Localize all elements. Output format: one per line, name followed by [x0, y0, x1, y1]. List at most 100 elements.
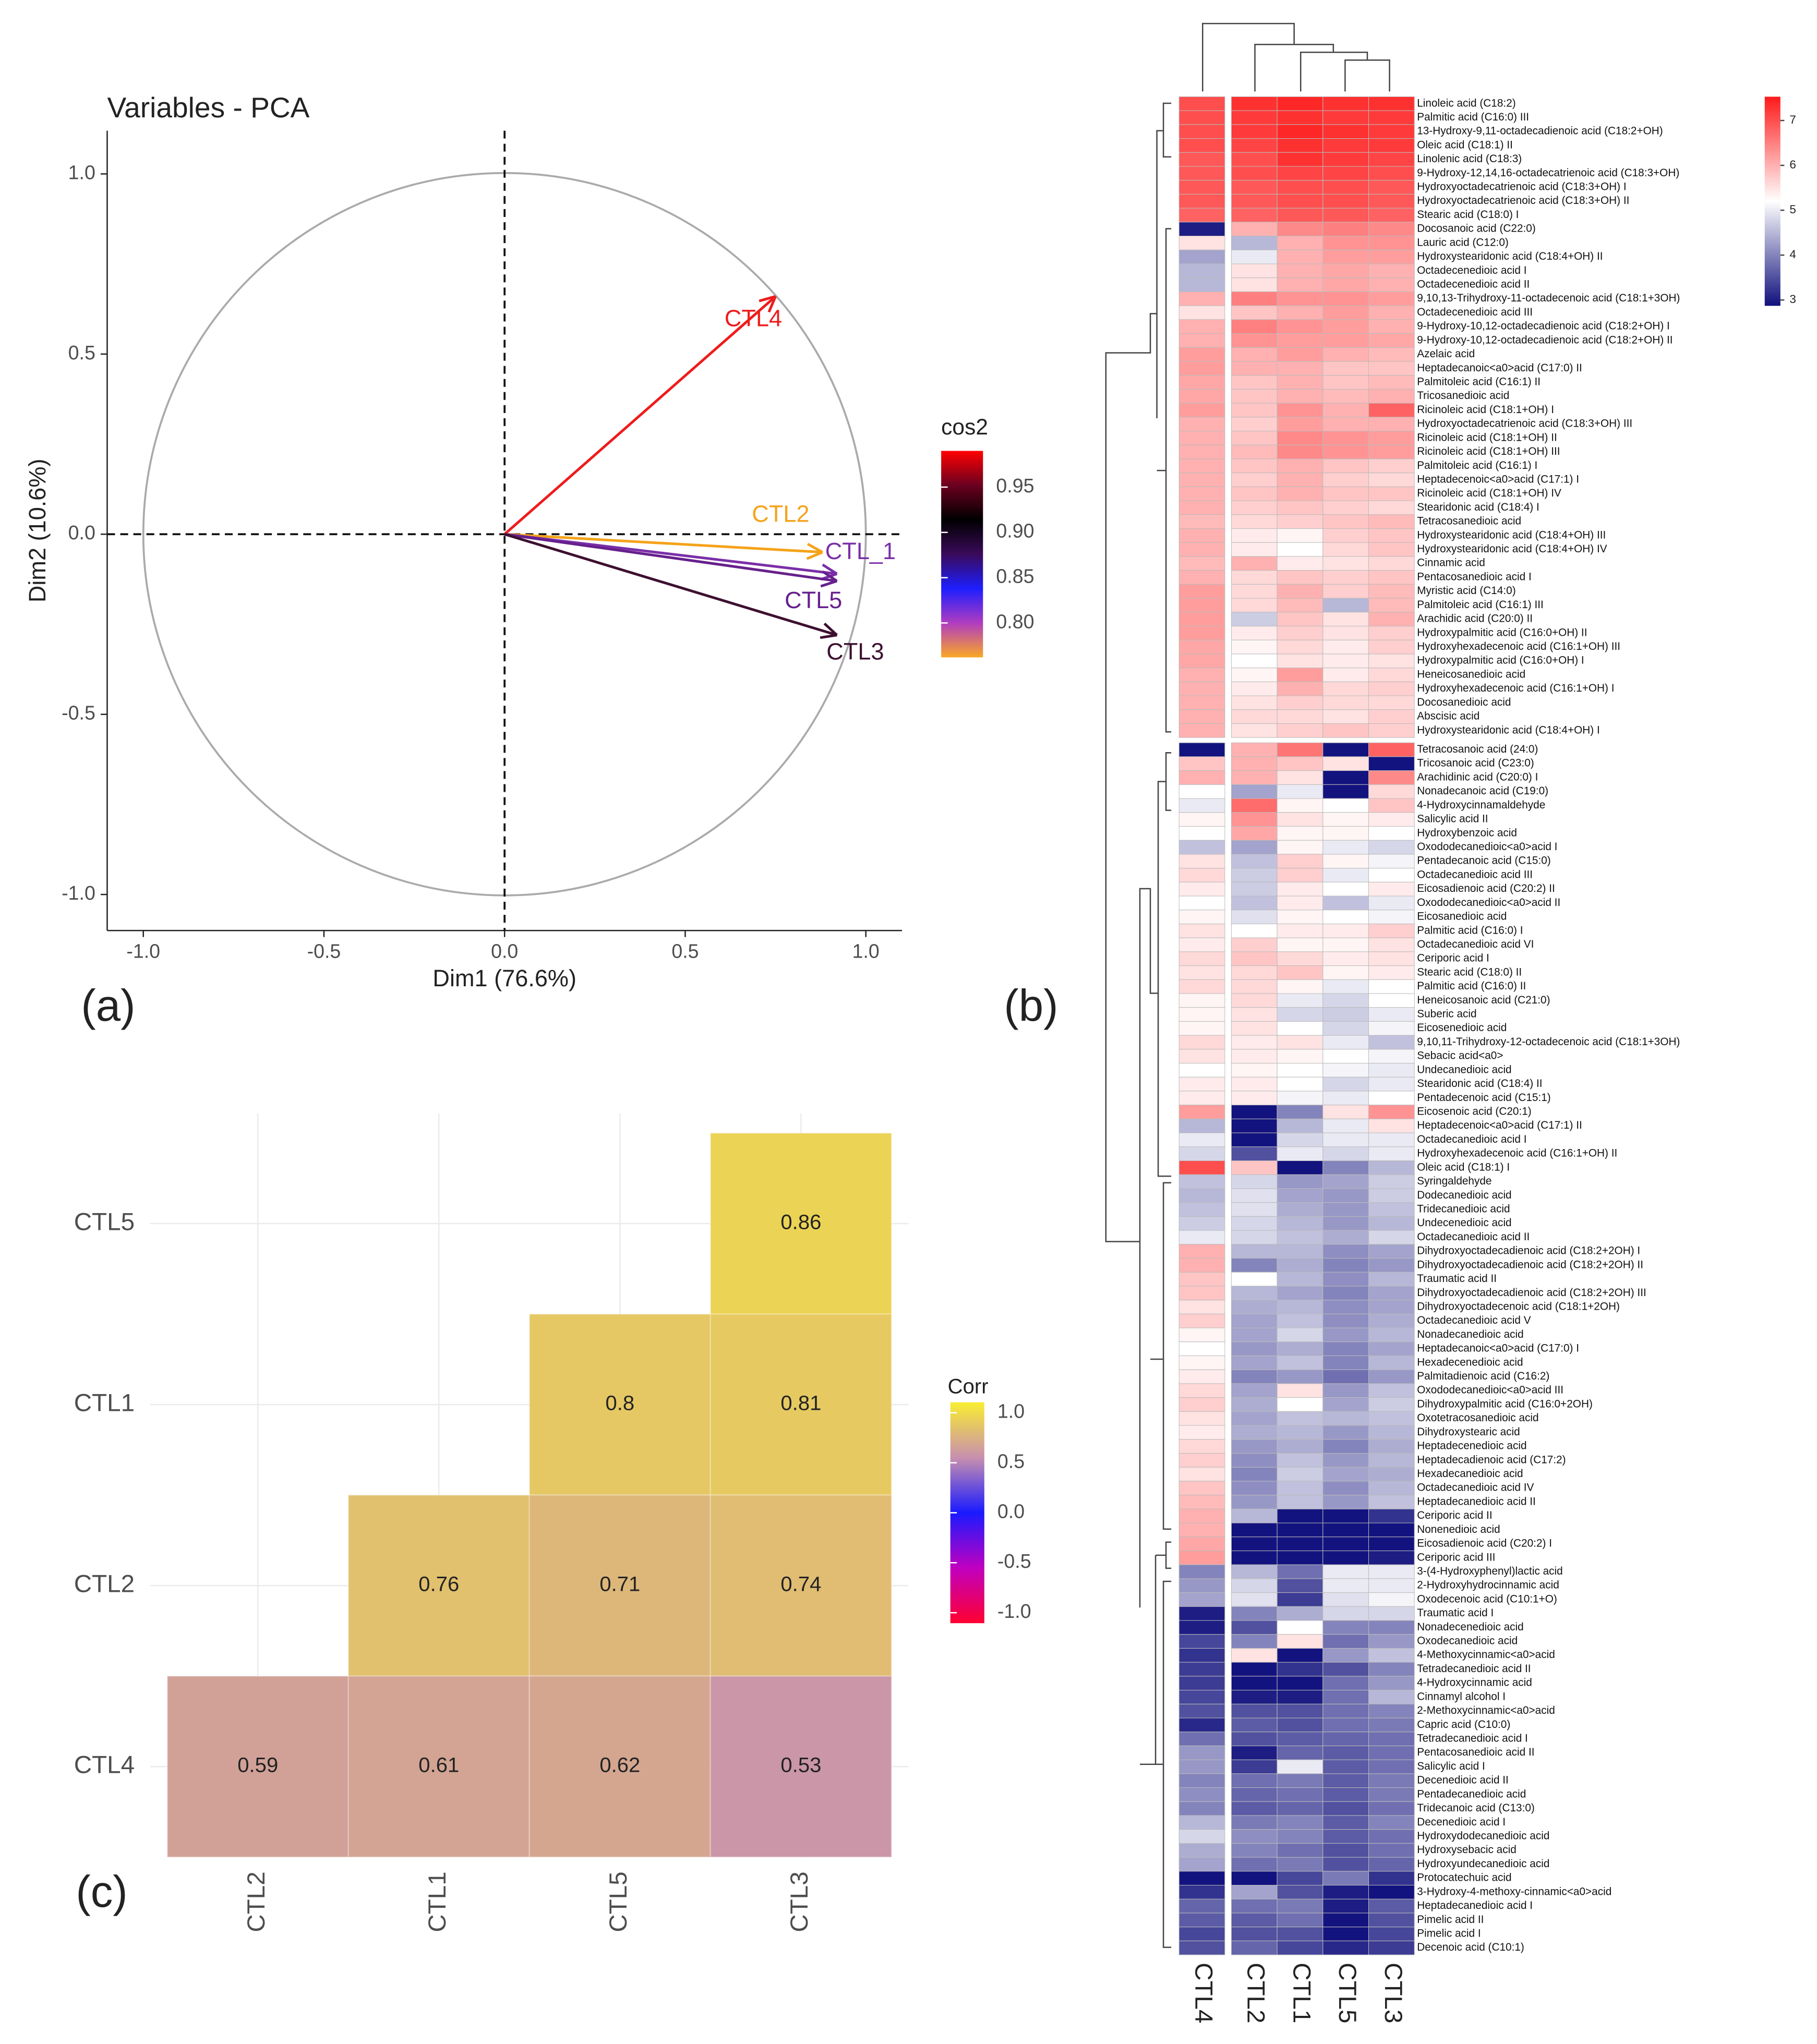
heatmap-cell: [1277, 965, 1323, 980]
heatmap-cell: [1231, 625, 1278, 640]
heatmap-cell: [1368, 1369, 1415, 1384]
heatmap-cell: [1368, 347, 1415, 362]
heatmap-cell: [1322, 110, 1369, 125]
colorbar: [941, 451, 983, 658]
cell-label: 0.8: [605, 1392, 634, 1415]
heatmap-cell: [1368, 1884, 1415, 1900]
heatmap-cell: [1277, 1383, 1323, 1398]
heatmap-cell: [1178, 1718, 1225, 1733]
arrow-head: [820, 634, 837, 639]
heatmap-cell: [1368, 1257, 1415, 1273]
heatmap-cell: [1368, 1160, 1415, 1175]
heatmap-cell: [1277, 430, 1323, 445]
row-label: Octadecenedioic acid III: [1417, 306, 1533, 318]
heatmap-cell: [1322, 236, 1369, 250]
heatmap-cell: [1178, 249, 1225, 264]
row-label: Octadecanedioic acid V: [1417, 1314, 1531, 1326]
heatmap-cell: [1322, 598, 1369, 613]
heatmap-cell: [1322, 1007, 1369, 1022]
heatmap-cell: [1368, 798, 1415, 813]
row-label: 2-Hydroxyhydrocinnamic acid: [1417, 1579, 1559, 1591]
heatmap-cell: [1178, 486, 1225, 501]
heatmap-cell: [1178, 840, 1225, 855]
heatmap-cell: [1231, 770, 1278, 785]
row-label: Hydroxyoctadecatrienoic acid (C18:3+OH) …: [1417, 195, 1629, 207]
heatmap-cell: [1277, 1787, 1323, 1802]
heatmap-cell: [1178, 1703, 1225, 1719]
heatmap-cell: [1277, 556, 1323, 571]
heatmap-cell: [1322, 1257, 1369, 1273]
heatmap-cell: [1178, 570, 1225, 585]
colorbar-tick-label: 5: [1789, 203, 1796, 216]
heatmap-cell: [1231, 1787, 1278, 1802]
heatmap-cell: [1322, 1049, 1369, 1064]
row-label: Traumatic acid II: [1417, 1273, 1497, 1285]
row-label: Ceriporic acid I: [1417, 952, 1489, 964]
row-label: Palmitoleic acid (C16:1) III: [1417, 599, 1544, 611]
heatmap-cell: [1277, 1286, 1323, 1301]
heatmap-cell: [1231, 1021, 1278, 1036]
colorbar-tick-label: -0.5: [997, 1550, 1031, 1572]
heatmap-cell: [1277, 1676, 1323, 1691]
heatmap-cell: [1322, 910, 1369, 924]
heatmap-cell: [1322, 417, 1369, 431]
heatmap-cell: [1231, 193, 1278, 209]
heatmap-cell: [1231, 1453, 1278, 1468]
heatmap-cell: [1277, 361, 1323, 376]
heatmap-cell: [1178, 1411, 1225, 1426]
heatmap-cell: [1178, 1257, 1225, 1273]
heatmap-cell: [1277, 1257, 1323, 1273]
heatmap-cell: [1322, 1801, 1369, 1816]
heatmap-cell: [1368, 389, 1415, 404]
heatmap-cell: [1277, 1397, 1323, 1412]
row-label: Stearidonic acid (C18:4) I: [1417, 501, 1539, 513]
heatmap-cell: [1178, 1606, 1225, 1621]
heatmap-cell: [1277, 1913, 1323, 1928]
heatmap-cell: [1178, 709, 1225, 724]
heatmap-cell: [1178, 138, 1225, 153]
heatmap-cell: [1231, 742, 1278, 757]
heatmap-cell: [1322, 1118, 1369, 1133]
corr-cell: [528, 1494, 712, 1677]
heatmap-cell: [1368, 417, 1415, 431]
x-tick-label: CTL5: [605, 1871, 632, 1932]
heatmap-cell: [1322, 1495, 1369, 1509]
heatmap-cell: [1231, 305, 1278, 320]
heatmap-cell: [1368, 1940, 1415, 1955]
heatmap-cell: [1368, 1634, 1415, 1649]
heatmap-cell: [1178, 881, 1225, 897]
heatmap-cell: [1277, 1578, 1323, 1593]
heatmap-cell: [1277, 868, 1323, 882]
heatmap-cell: [1368, 923, 1415, 938]
row-label: 9-Hydroxy-12,14,16-octadecatrienoic acid…: [1417, 167, 1679, 179]
heatmap-cell: [1277, 1843, 1323, 1858]
heatmap-cell: [1178, 1884, 1225, 1900]
heatmap-cell: [1322, 180, 1369, 195]
heatmap-cell: [1277, 784, 1323, 799]
row-label: Heptadecenoic<a0>acid (C17:1) II: [1417, 1119, 1582, 1131]
row-label: Heptadecanedioic acid I: [1417, 1900, 1533, 1912]
heatmap-cell: [1231, 1801, 1278, 1816]
x-tick-label: -0.5: [307, 940, 341, 962]
column-label: CTL4: [1189, 1963, 1217, 2023]
heatmap-cell: [1231, 1425, 1278, 1440]
heatmap-cell: [1322, 639, 1369, 655]
heatmap-cell: [1322, 556, 1369, 571]
heatmap-cell: [1368, 1188, 1415, 1203]
heatmap-cell: [1178, 1564, 1225, 1579]
row-label: Tricosanoic acid (C23:0): [1417, 757, 1534, 769]
dendrogram-branch: [1139, 752, 1172, 1948]
heatmap-cell: [1368, 375, 1415, 390]
heatmap-cell: [1178, 96, 1225, 111]
heatmap-cell: [1322, 1773, 1369, 1788]
heatmap-cell: [1368, 1801, 1415, 1816]
heatmap-cell: [1277, 180, 1323, 195]
heatmap-cell: [1277, 1927, 1323, 1941]
heatmap-cell: [1178, 1592, 1225, 1607]
heatmap-cell: [1368, 1522, 1415, 1538]
heatmap-cell: [1277, 458, 1323, 474]
heatmap-cell: [1277, 625, 1323, 640]
heatmap-cell: [1178, 1578, 1225, 1593]
heatmap-cell: [1178, 1202, 1225, 1217]
heatmap-cell: [1178, 1160, 1225, 1175]
